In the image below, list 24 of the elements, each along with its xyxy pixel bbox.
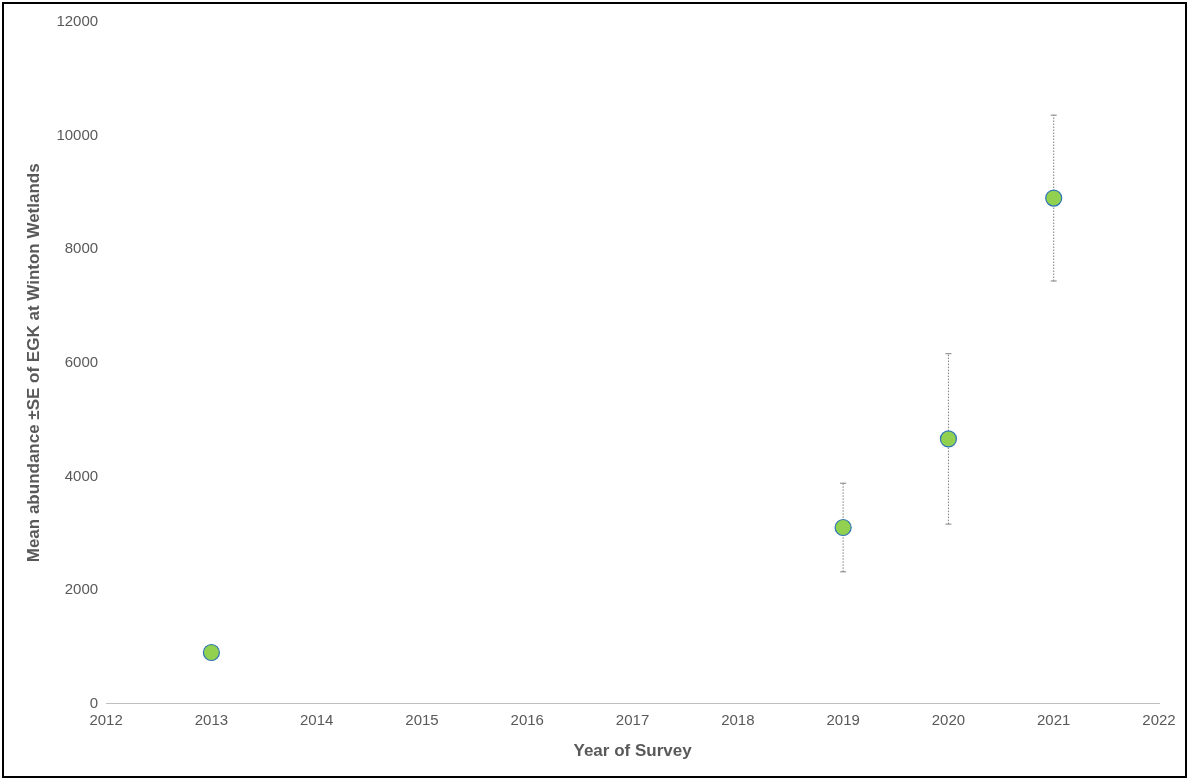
x-tick-label: 2015 bbox=[405, 710, 439, 728]
x-tick-label: 2014 bbox=[300, 710, 334, 728]
y-tick-label: 2000 bbox=[64, 580, 99, 598]
x-tick-label: 2019 bbox=[826, 710, 860, 728]
x-tick-label: 2012 bbox=[89, 710, 123, 728]
y-tick-label: 8000 bbox=[64, 239, 99, 257]
y-tick-label: 12000 bbox=[56, 12, 99, 30]
x-tick-label: 2020 bbox=[931, 710, 966, 728]
y-tick-label: 6000 bbox=[64, 352, 99, 370]
x-tick-label: 2018 bbox=[721, 710, 755, 728]
y-tick-label: 10000 bbox=[56, 125, 99, 143]
y-tick-label: 0 bbox=[89, 693, 99, 711]
point bbox=[939, 430, 958, 448]
y-axis-title: Mean abundance ±SE of EGK at Winton Wetlands bbox=[23, 163, 43, 563]
x-axis-title: Year of Survey bbox=[573, 741, 693, 761]
x-tick-label: 2016 bbox=[510, 710, 544, 728]
point bbox=[834, 518, 852, 537]
x-tick-label: 2013 bbox=[194, 710, 229, 728]
point bbox=[202, 643, 220, 662]
point bbox=[1045, 189, 1063, 207]
x-tick-label: 2021 bbox=[1037, 710, 1071, 728]
x-tick-label: 2022 bbox=[1142, 710, 1176, 728]
x-tick-label: 2017 bbox=[615, 710, 650, 728]
y-tick-label: 4000 bbox=[64, 466, 99, 484]
